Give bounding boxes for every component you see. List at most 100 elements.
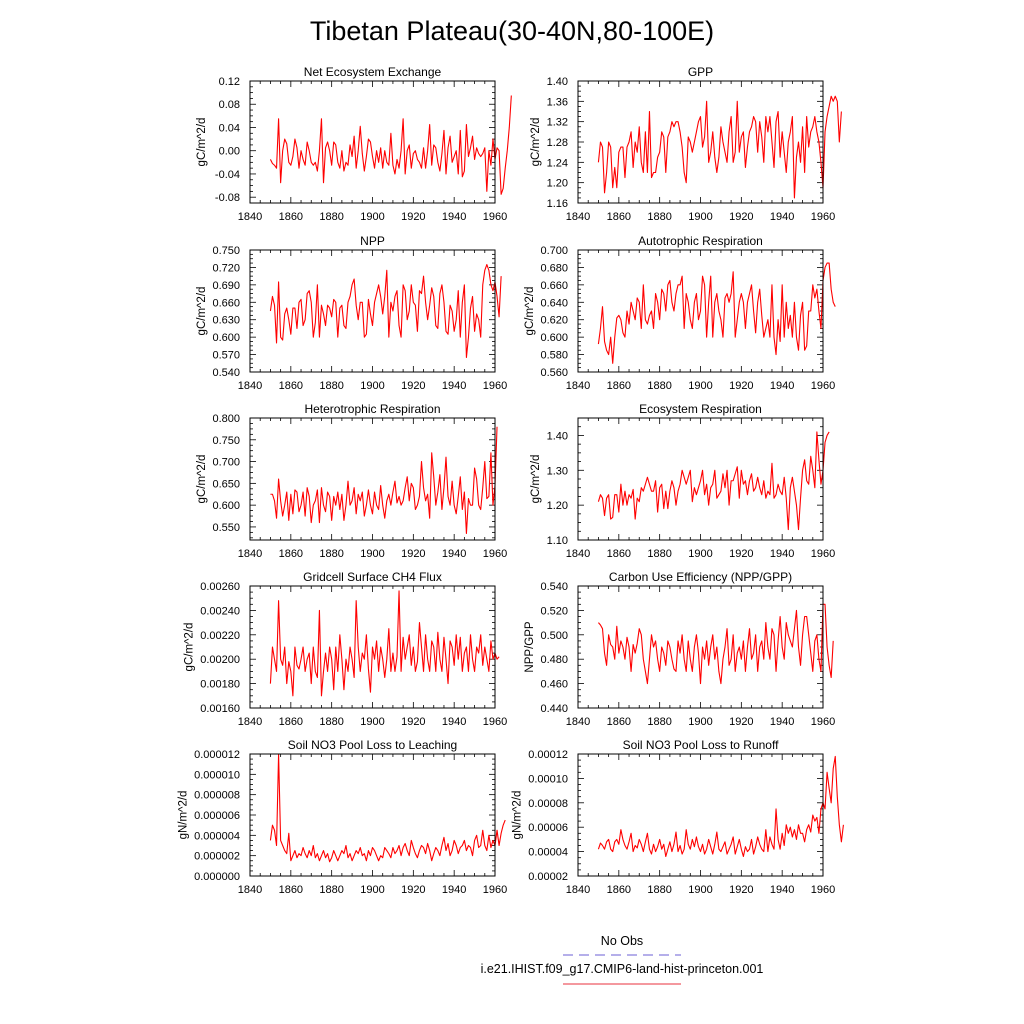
panel-grid: Net Ecosystem Exchange 1840 1860 1880 1900 19… bbox=[177, 65, 844, 896]
panel-title: GPP bbox=[688, 65, 713, 79]
y-tick-label: 0.440 bbox=[540, 703, 568, 715]
y-tick-label: 1.40 bbox=[547, 76, 568, 88]
x-tick-label: 1860 bbox=[279, 884, 303, 896]
y-axis-label: gC/m^2/d bbox=[196, 287, 208, 336]
y-tick-label: 0.660 bbox=[540, 280, 568, 292]
plot-frame bbox=[577, 249, 824, 373]
x-tick-label: 1940 bbox=[442, 884, 466, 896]
series-line-carbon-use-efficiency-npp-gpp bbox=[597, 603, 834, 685]
y-tick-label: 0.00004 bbox=[528, 847, 568, 859]
y-tick-label: 0.00240 bbox=[200, 605, 240, 617]
y-axis-label: gC/m^2/d bbox=[530, 118, 542, 167]
panel-soil-no3-pool-loss-to-runoff: Soil NO3 Pool Loss to Runoff 1840 1860 1880… bbox=[512, 738, 844, 896]
x-tick-label: 1880 bbox=[647, 211, 671, 223]
y-tick-label: 0.750 bbox=[212, 435, 240, 447]
y-tick-label: 0.00002 bbox=[528, 871, 568, 883]
y-tick-label: 1.28 bbox=[547, 137, 568, 149]
series-line-soil-no3-pool-loss-to-leaching bbox=[269, 753, 506, 863]
x-tick-label: 1880 bbox=[319, 380, 343, 392]
x-tick-label: 1960 bbox=[811, 884, 835, 896]
y-axis-label: NPP/GPP bbox=[524, 621, 536, 672]
y-tick-label: 1.10 bbox=[547, 535, 568, 547]
x-tick-label: 1940 bbox=[770, 716, 794, 728]
x-tick-label: 1900 bbox=[688, 884, 712, 896]
series-line-gpp bbox=[597, 95, 842, 199]
y-axis-label: gC/m^2/d bbox=[524, 287, 536, 336]
y-tick-label: 0.700 bbox=[212, 457, 240, 469]
x-tick-label: 1840 bbox=[238, 884, 262, 896]
x-tick-label: 1920 bbox=[401, 548, 425, 560]
x-tick-label: 1960 bbox=[811, 548, 835, 560]
y-tick-label: 0.00180 bbox=[200, 679, 240, 691]
y-axis-label: gC/m^2/d bbox=[196, 118, 208, 167]
y-tick-label: -0.08 bbox=[215, 192, 240, 204]
y-axis-label: gC/m^2/d bbox=[530, 455, 542, 504]
x-tick-label: 1900 bbox=[360, 884, 384, 896]
y-tick-label: 0.720 bbox=[212, 262, 240, 274]
y-tick-label: 0.00 bbox=[219, 146, 240, 158]
y-tick-label: 0.00260 bbox=[200, 581, 240, 593]
legend-label-no-obs: No Obs bbox=[601, 934, 643, 948]
y-tick-label: 0.600 bbox=[212, 500, 240, 512]
x-tick-label: 1960 bbox=[483, 380, 507, 392]
y-tick-label: 0.000004 bbox=[194, 830, 240, 842]
panel-title: Soil NO3 Pool Loss to Runoff bbox=[623, 738, 780, 752]
plot-frame bbox=[577, 753, 824, 877]
x-tick-label: 1860 bbox=[279, 716, 303, 728]
x-tick-label: 1860 bbox=[607, 211, 631, 223]
y-tick-label: 1.30 bbox=[547, 465, 568, 477]
y-tick-label: 0.04 bbox=[219, 122, 240, 134]
y-tick-label: 0.000006 bbox=[194, 810, 240, 822]
panel-autotrophic-respiration: Autotrophic Respiration 1840 1860 1880 1900 1… bbox=[524, 234, 836, 392]
series-line-heterotrophic-respiration bbox=[270, 426, 498, 535]
panel-title: Gridcell Surface CH4 Flux bbox=[303, 570, 442, 584]
x-tick-label: 1880 bbox=[647, 548, 671, 560]
plot-frame bbox=[249, 417, 496, 541]
x-tick-label: 1920 bbox=[729, 380, 753, 392]
y-tick-label: 0.690 bbox=[212, 280, 240, 292]
x-tick-label: 1860 bbox=[279, 380, 303, 392]
series-line-ecosystem-respiration bbox=[597, 431, 830, 531]
y-tick-label: 0.00010 bbox=[528, 773, 568, 785]
y-tick-label: 0.000000 bbox=[194, 871, 240, 883]
series-line-autotrophic-respiration bbox=[597, 262, 836, 364]
y-tick-label: 0.480 bbox=[540, 654, 568, 666]
y-tick-label: 0.12 bbox=[219, 76, 240, 88]
x-tick-label: 1940 bbox=[770, 884, 794, 896]
x-tick-label: 1900 bbox=[360, 548, 384, 560]
x-tick-label: 1880 bbox=[647, 716, 671, 728]
x-tick-label: 1960 bbox=[483, 884, 507, 896]
y-tick-label: 0.600 bbox=[212, 332, 240, 344]
x-tick-label: 1940 bbox=[442, 380, 466, 392]
x-tick-label: 1920 bbox=[401, 884, 425, 896]
y-tick-label: 0.600 bbox=[540, 332, 568, 344]
legend-label-model-run: i.e21.IHIST.f09_g17.CMIP6-land-hist-prin… bbox=[481, 962, 764, 976]
panel-title: Ecosystem Respiration bbox=[639, 402, 762, 416]
x-tick-label: 1840 bbox=[566, 380, 590, 392]
figure-title: Tibetan Plateau(30-40N,80-100E) bbox=[310, 16, 714, 46]
y-axis-label: gN/m^2/d bbox=[177, 791, 189, 840]
x-tick-label: 1880 bbox=[319, 211, 343, 223]
y-tick-label: 1.40 bbox=[547, 430, 568, 442]
panel-npp: NPP 1840 1860 1880 1900 1920 1940 1960 0.540 0.57… bbox=[196, 234, 507, 392]
y-tick-label: 0.00006 bbox=[528, 822, 568, 834]
y-axis-label: gC/m^2/d bbox=[196, 455, 208, 504]
x-tick-label: 1840 bbox=[566, 716, 590, 728]
y-tick-label: 0.550 bbox=[212, 522, 240, 534]
x-tick-label: 1840 bbox=[238, 380, 262, 392]
y-tick-label: 0.540 bbox=[212, 367, 240, 379]
x-tick-label: 1960 bbox=[811, 716, 835, 728]
x-tick-label: 1960 bbox=[483, 548, 507, 560]
x-tick-label: 1860 bbox=[279, 548, 303, 560]
x-tick-label: 1900 bbox=[688, 211, 712, 223]
y-tick-label: -0.04 bbox=[215, 169, 240, 181]
x-tick-label: 1920 bbox=[401, 380, 425, 392]
y-tick-label: 1.20 bbox=[547, 178, 568, 190]
y-tick-label: 0.00160 bbox=[200, 703, 240, 715]
x-tick-label: 1920 bbox=[401, 211, 425, 223]
y-tick-label: 0.630 bbox=[212, 315, 240, 327]
y-tick-label: 0.620 bbox=[540, 315, 568, 327]
plot-frame bbox=[249, 585, 496, 709]
x-tick-label: 1840 bbox=[238, 211, 262, 223]
y-tick-label: 0.650 bbox=[212, 478, 240, 490]
